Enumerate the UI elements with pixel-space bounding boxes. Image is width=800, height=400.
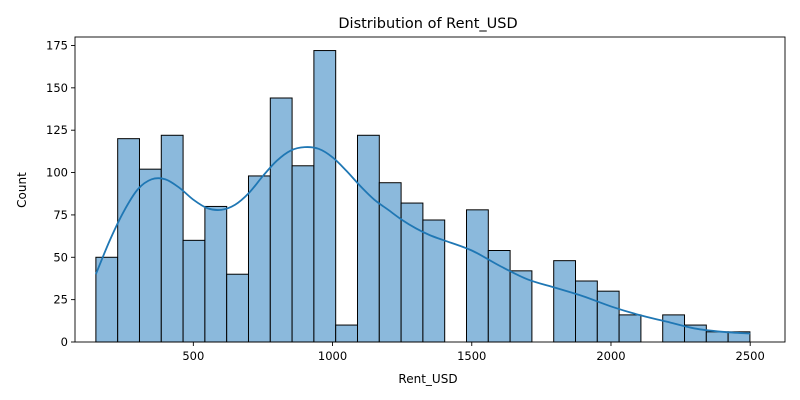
bar-4 [182, 239, 206, 343]
plot-frame [74, 36, 786, 343]
bar-1 [117, 138, 140, 343]
y-axis: 0 25 50 75 100 125 150 175 [46, 38, 75, 349]
bar-3 [160, 134, 184, 343]
y-tick-label: 25 [53, 293, 68, 307]
bar-19 [509, 270, 533, 343]
x-tick-label: 1000 [318, 349, 347, 363]
y-tick-label: 125 [46, 123, 68, 137]
bar-0 [95, 256, 119, 343]
bar-9 [291, 165, 315, 343]
bar-10 [313, 50, 337, 343]
y-tick-label: 50 [53, 250, 68, 264]
bar-2 [138, 168, 162, 343]
y-tick-label: 0 [61, 335, 68, 349]
bar-26 [662, 314, 686, 343]
bar-11 [335, 324, 358, 343]
bar-6 [226, 273, 249, 343]
x-tick-label: 2000 [596, 349, 625, 363]
bar-28 [705, 331, 729, 343]
x-tick-label: 1500 [457, 349, 486, 363]
y-tick-label: 75 [53, 208, 68, 222]
y-axis-label: Count [15, 172, 29, 208]
x-tick-label: 500 [182, 349, 204, 363]
bar-18 [487, 250, 511, 343]
bar-7 [247, 175, 271, 343]
bar-21 [553, 260, 577, 343]
x-tick-label: 2500 [736, 349, 765, 363]
kde-line [95, 146, 751, 335]
bar-15 [422, 219, 446, 343]
y-tick-label: 100 [46, 166, 68, 180]
x-axis: 500 1000 1500 2000 2500 [182, 342, 765, 363]
bar-5 [204, 205, 228, 343]
chart-title: Distribution of Rent_USD [338, 16, 517, 32]
bar-14 [400, 202, 424, 343]
bar-8 [269, 97, 293, 343]
bar-22 [575, 280, 598, 343]
bar-12 [356, 134, 380, 343]
bar-23 [596, 290, 620, 343]
bar-24 [618, 314, 642, 343]
x-axis-label: Rent_USD [398, 372, 457, 386]
y-tick-label: 150 [46, 81, 68, 95]
y-tick-label: 175 [46, 38, 68, 52]
bars-group [95, 50, 751, 343]
bar-17 [466, 209, 489, 343]
